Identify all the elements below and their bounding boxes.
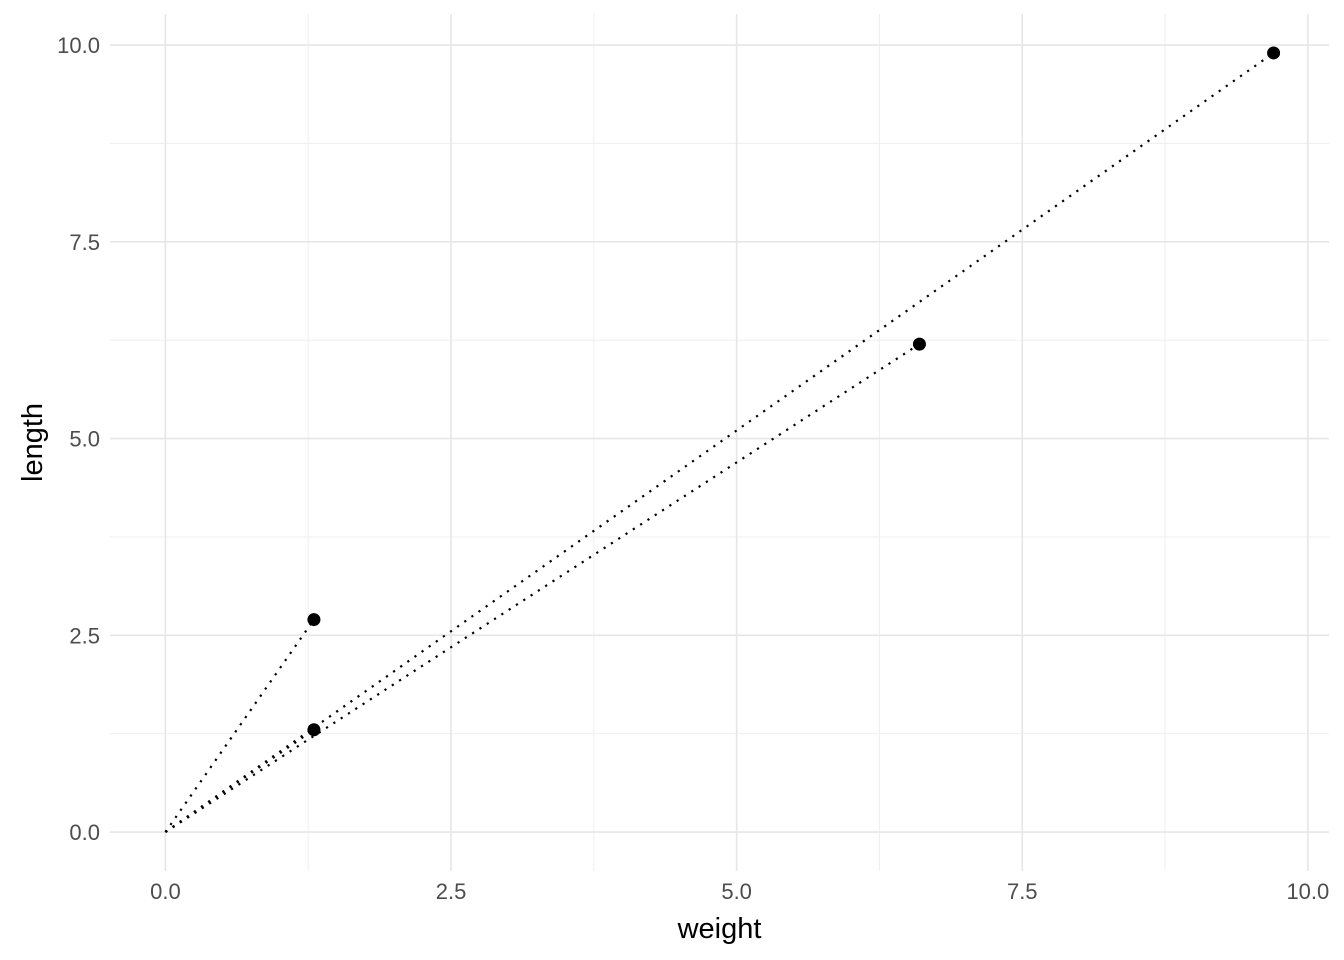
x-tick-label: 5.0 xyxy=(721,879,752,904)
data-point xyxy=(307,723,321,737)
origin-segment xyxy=(164,343,921,833)
y-tick-label: 7.5 xyxy=(69,230,100,255)
x-axis-tick-labels: 0.0 2.5 5.0 7.5 10.0 xyxy=(150,879,1329,904)
y-tick-label: 2.5 xyxy=(69,623,100,648)
origin-segments xyxy=(164,52,1275,833)
y-tick-label: 0.0 xyxy=(69,820,100,845)
y-axis-title: length xyxy=(17,403,49,482)
x-tick-label: 0.0 xyxy=(150,879,181,904)
data-point xyxy=(912,337,926,351)
y-tick-label: 5.0 xyxy=(69,427,100,452)
x-tick-label: 7.5 xyxy=(1007,879,1038,904)
origin-segment xyxy=(164,52,1275,833)
y-tick-label: 10.0 xyxy=(57,33,100,58)
x-tick-label: 10.0 xyxy=(1286,879,1329,904)
data-point xyxy=(307,613,321,627)
grid-minor-lines xyxy=(110,14,1329,871)
x-axis-title: weight xyxy=(677,913,762,945)
data-points xyxy=(307,46,1281,737)
x-tick-label: 2.5 xyxy=(436,879,467,904)
origin-segment xyxy=(164,618,315,833)
data-point xyxy=(1267,46,1281,60)
y-axis-tick-labels: 0.0 2.5 5.0 7.5 10.0 xyxy=(57,33,100,845)
grid-major-lines xyxy=(110,14,1329,871)
